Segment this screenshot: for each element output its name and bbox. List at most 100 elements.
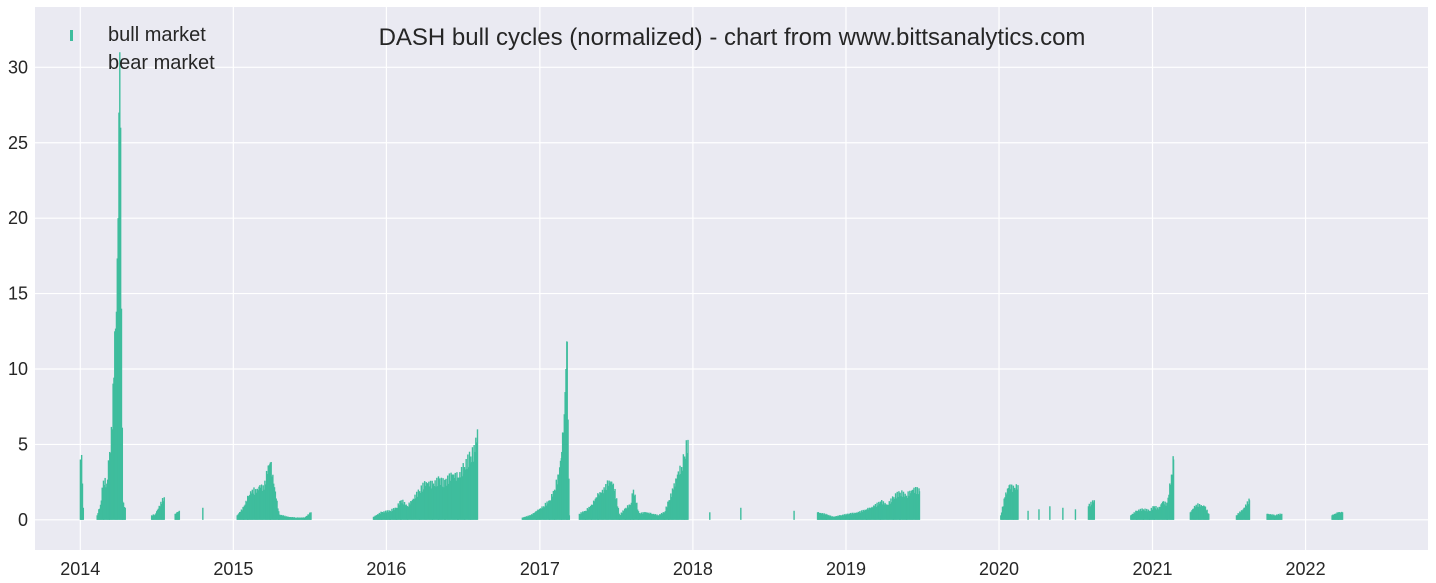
bull-bar bbox=[459, 472, 461, 520]
bull-bar bbox=[541, 506, 543, 520]
bull-bar bbox=[280, 514, 283, 520]
bull-bar bbox=[622, 510, 624, 520]
bull-bar bbox=[828, 514, 830, 520]
bull-bar bbox=[525, 516, 527, 520]
bull-bar bbox=[174, 513, 176, 520]
bull-bar bbox=[425, 482, 428, 520]
bull-bar bbox=[1237, 513, 1239, 520]
bull-bar bbox=[1275, 515, 1277, 520]
bull-bar bbox=[104, 477, 106, 520]
bull-bar bbox=[1007, 488, 1010, 520]
bull-bar bbox=[1243, 507, 1245, 520]
bull-bar bbox=[661, 514, 664, 520]
bull-bar bbox=[877, 505, 879, 520]
bull-bar bbox=[1134, 513, 1136, 520]
bull-bar bbox=[527, 515, 529, 520]
bull-bar bbox=[1272, 515, 1274, 520]
bull-bar bbox=[1144, 508, 1146, 520]
bull-bar bbox=[542, 508, 544, 520]
bull-bar bbox=[649, 512, 652, 520]
bull-bar bbox=[282, 515, 285, 520]
bull-bar bbox=[433, 486, 435, 520]
bull-bar bbox=[631, 493, 633, 520]
bull-bar bbox=[524, 516, 526, 520]
bull-bar bbox=[252, 493, 254, 520]
bull-bar bbox=[543, 506, 545, 520]
bull-bar bbox=[1197, 503, 1199, 520]
bull-bar bbox=[122, 501, 124, 520]
bull-bar bbox=[831, 516, 833, 520]
bull-bar bbox=[302, 517, 305, 520]
bull-bar bbox=[293, 517, 295, 520]
bull-bar bbox=[671, 488, 674, 520]
bull-bar bbox=[843, 514, 846, 520]
bull-bar bbox=[568, 515, 571, 520]
bull-bar bbox=[561, 432, 564, 520]
bull-bar bbox=[874, 504, 877, 520]
bull-bar bbox=[409, 504, 411, 520]
chart-title: DASH bull cycles (normalized) - chart fr… bbox=[379, 24, 1086, 51]
bull-bar bbox=[639, 514, 642, 520]
bull-bar bbox=[659, 514, 661, 520]
bull-bar bbox=[1139, 508, 1142, 520]
bull-bar bbox=[175, 513, 177, 520]
bull-bar bbox=[1150, 507, 1153, 520]
bull-bar bbox=[1236, 515, 1239, 520]
bull-bar bbox=[237, 514, 239, 520]
bull-bar bbox=[538, 509, 541, 520]
bull-bar bbox=[1015, 484, 1018, 520]
bull-bar bbox=[611, 484, 614, 520]
bull-bar bbox=[825, 514, 828, 520]
bull-bar bbox=[528, 516, 530, 520]
bull-bar bbox=[255, 492, 258, 520]
bull-bar bbox=[842, 514, 844, 520]
bull-bar bbox=[642, 512, 644, 520]
bull-bar bbox=[124, 507, 126, 520]
bull-bar bbox=[1171, 474, 1174, 520]
bull-bar bbox=[1165, 505, 1167, 520]
bull-bar bbox=[651, 513, 653, 520]
bull-bar bbox=[291, 517, 294, 520]
bull-bar bbox=[793, 510, 795, 520]
bull-bar bbox=[390, 511, 392, 520]
bull-bar bbox=[1192, 508, 1194, 520]
bull-bar bbox=[888, 501, 890, 520]
bull-bar bbox=[265, 470, 268, 520]
bull-bar bbox=[628, 504, 630, 520]
legend-label-bull-market: bull market bbox=[108, 24, 206, 46]
bull-bar bbox=[660, 512, 663, 520]
bull-bar bbox=[153, 515, 155, 520]
bull-bar bbox=[443, 487, 445, 520]
bull-bar bbox=[446, 485, 448, 520]
bull-bar bbox=[857, 511, 859, 520]
bull-bar bbox=[865, 509, 867, 520]
bull-bar bbox=[306, 515, 308, 520]
bull-bar bbox=[1268, 514, 1271, 520]
bull-bar bbox=[285, 516, 288, 520]
bull-bar bbox=[868, 509, 870, 520]
bull-bar bbox=[543, 507, 546, 520]
bull-bar bbox=[585, 511, 588, 520]
bull-bar bbox=[154, 514, 156, 520]
bull-bar bbox=[107, 460, 110, 520]
legend[interactable]: bull market bear market bbox=[70, 24, 215, 74]
bull-bar bbox=[431, 485, 434, 520]
bull-bar bbox=[1267, 513, 1269, 520]
bull-bar bbox=[566, 341, 568, 520]
bull-bar bbox=[664, 511, 667, 520]
bull-bar bbox=[244, 504, 246, 520]
bull-bar bbox=[385, 512, 388, 520]
bull-bar bbox=[1152, 506, 1154, 520]
bull-bar bbox=[867, 507, 869, 520]
bull-bar bbox=[832, 516, 834, 520]
bull-bar bbox=[1274, 515, 1276, 520]
bull-bar bbox=[842, 515, 845, 520]
bull-bar bbox=[538, 510, 540, 520]
bull-bar bbox=[910, 490, 913, 520]
bull-bar bbox=[636, 502, 638, 520]
bull-bar bbox=[269, 462, 272, 520]
bull-bar bbox=[658, 515, 660, 520]
bull-bar bbox=[1269, 514, 1272, 520]
bull-bar bbox=[1146, 511, 1149, 520]
bull-bar bbox=[918, 491, 921, 520]
